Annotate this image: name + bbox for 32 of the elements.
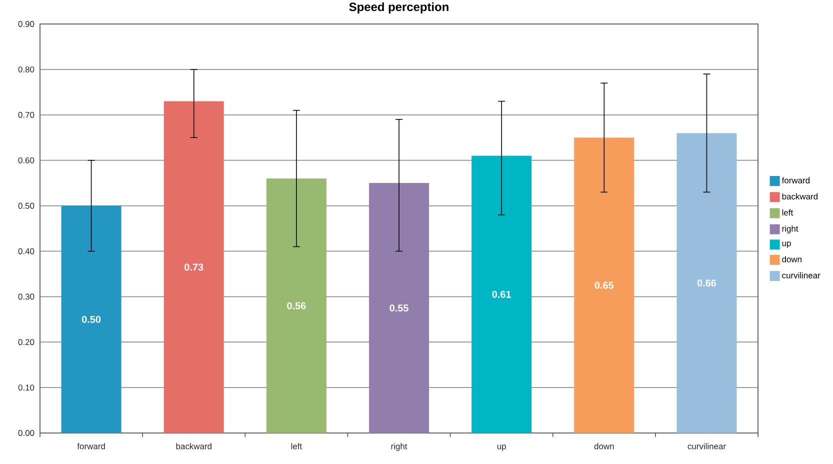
data-label: 0.56 [287,302,306,310]
y-tick-label: 0.30 [18,294,34,300]
y-tick-label: 0.90 [18,21,34,27]
legend-label: forward [782,177,810,184]
y-tick-label: 0.70 [18,112,34,118]
legend-label: down [782,256,802,262]
legend-label: backward [782,193,818,200]
y-tick-label: 0.00 [18,430,34,436]
legend-label: left [782,209,794,216]
x-tick-label: left [291,443,302,450]
x-tick-label: forward [77,443,105,450]
legend-label: curvilinear [782,272,820,278]
data-label: 0.55 [390,304,408,312]
x-tick-label: up [497,444,506,451]
data-label: 0.65 [594,282,614,289]
data-label: 0.73 [184,264,204,271]
y-tick-label: 0.60 [18,157,34,164]
data-label: 0.66 [697,280,716,287]
y-tick-label: 0.20 [18,339,34,346]
x-tick-label: backward [176,443,212,450]
chart-title: Speed perception [349,2,448,14]
y-tick-label: 0.80 [18,66,34,72]
legend-label: right [782,225,798,234]
legend-label: up [782,242,791,248]
data-label: 0.61 [492,290,511,298]
x-tick-label: down [594,443,614,450]
data-label: 0.50 [82,316,101,323]
y-tick-label: 0.50 [18,202,34,209]
x-tick-label: right [391,443,408,451]
y-tick-label: 0.10 [18,384,34,391]
y-tick-label: 0.40 [18,248,34,254]
x-tick-label: curvilinear [688,443,726,450]
